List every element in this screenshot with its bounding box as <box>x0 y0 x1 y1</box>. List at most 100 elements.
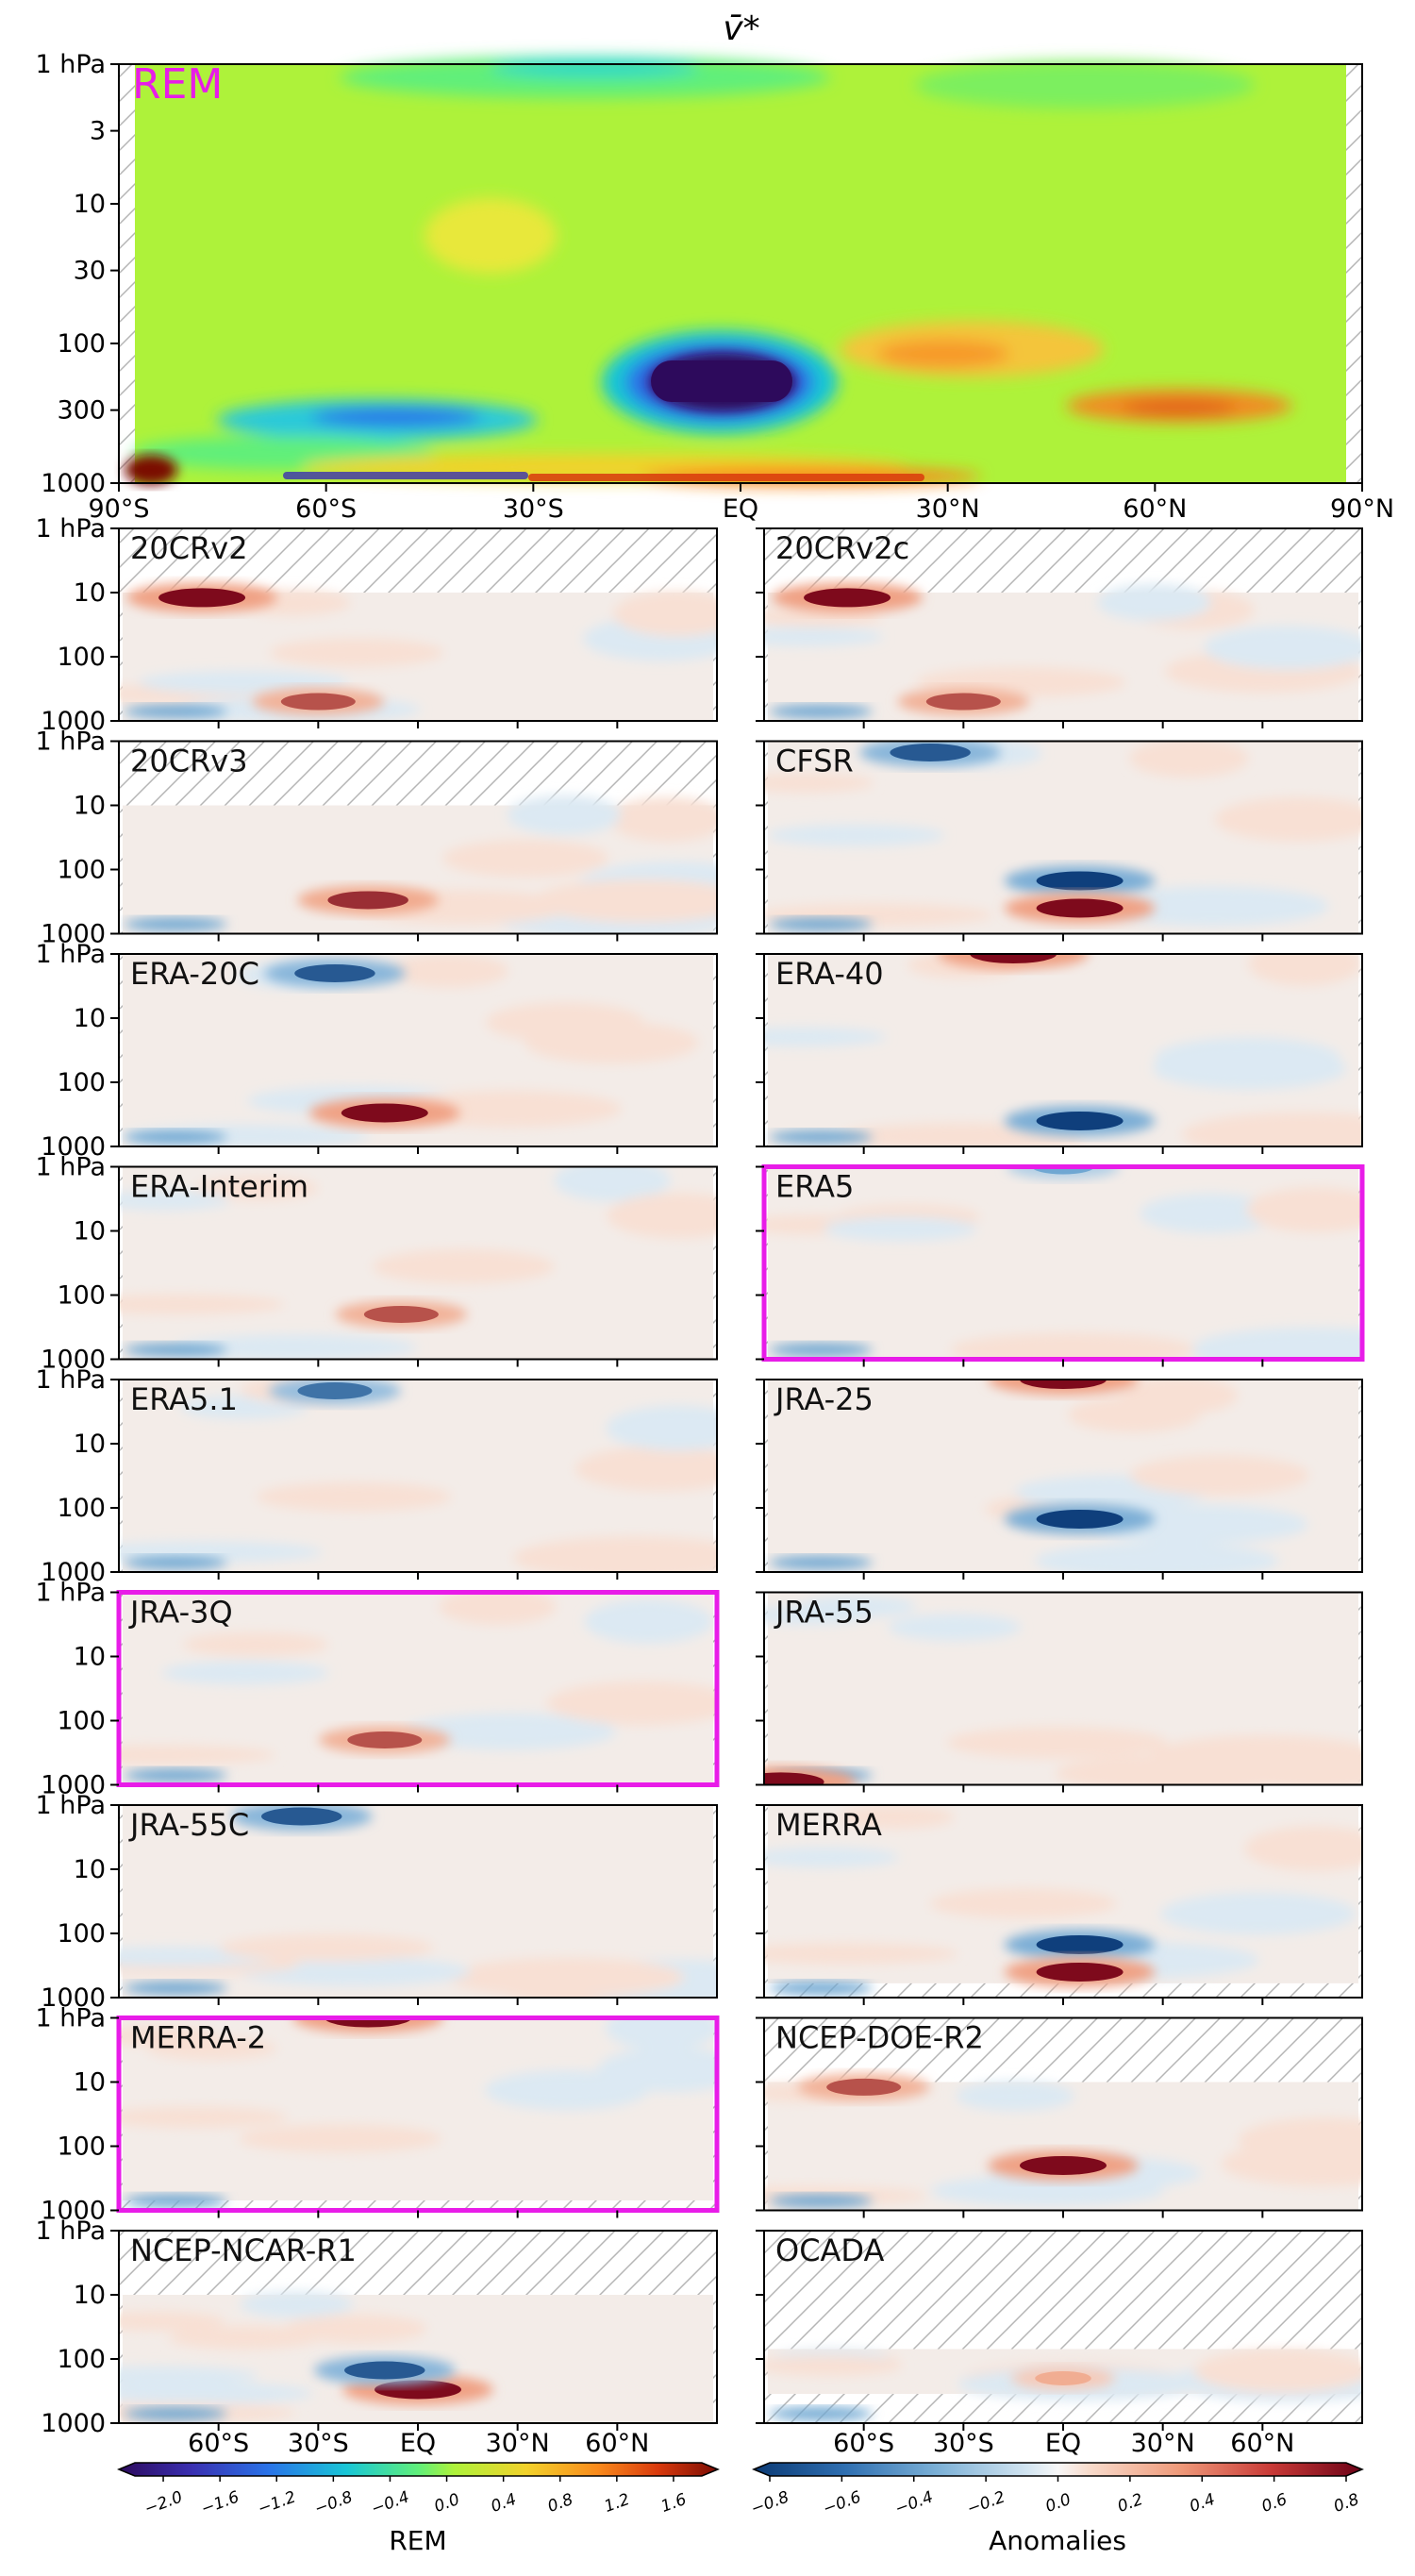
mottle-blob <box>447 1957 685 1998</box>
anomaly-core <box>294 963 375 982</box>
mottle-blob <box>764 1847 900 1868</box>
panel-y-tick-label: 1 hPa <box>36 2004 107 2033</box>
panel-merra-2: MERRA-2 1 hPa 10 100 1000 <box>36 2004 720 2226</box>
panel-y-tick-label: 100 <box>57 1494 106 1523</box>
bottom-lat-label: 30°S <box>288 2429 349 2458</box>
surface-streak <box>124 917 227 931</box>
panel-mottle <box>119 1933 717 1998</box>
mottle-blob <box>764 773 874 793</box>
panel-y-tick-label: 10 <box>74 1643 106 1672</box>
colorbar-tick-label: −0.4 <box>892 2487 936 2518</box>
mottle-blob <box>1204 626 1362 670</box>
mottle-blob <box>119 2382 314 2404</box>
bottom-lat-label: 30°N <box>1131 2429 1195 2458</box>
mottle-blob <box>1129 741 1249 778</box>
panel-y-tick-label: 1000 <box>41 2197 106 2226</box>
anomaly-core <box>804 588 891 608</box>
anomaly-core <box>1020 1380 1107 1389</box>
mottle-blob <box>269 638 444 667</box>
panel-y-tick-label: 10 <box>74 1217 106 1246</box>
mottle-blob <box>764 1605 872 1625</box>
panel-label: JRA-3Q <box>128 1595 233 1631</box>
main-x-tick-label: 90°N <box>1330 494 1394 524</box>
mottle-blob <box>574 1446 717 1492</box>
mottle-blob <box>1035 1542 1279 1572</box>
colorbar-tick-label: 1.2 <box>602 2490 632 2517</box>
panel-y-tick-label: 1 hPa <box>36 1791 107 1820</box>
panel-features <box>797 2073 1139 2181</box>
mottle-blob <box>240 2291 354 2317</box>
colorbar-tick-label: 0.8 <box>545 2490 575 2517</box>
mottle-blob <box>219 1933 435 1962</box>
surface-streak <box>769 1982 873 1995</box>
panel-mottle <box>119 2017 717 2153</box>
panel-features <box>126 582 385 716</box>
surface-streak <box>769 1130 873 1144</box>
colorbar-tick-label: −1.2 <box>256 2487 299 2518</box>
panel-y-tick-label: 1 hPa <box>36 2216 107 2246</box>
main-x-axis: 90°S 60°S 30°S EQ 30°N 60°N 90°N <box>89 483 1394 524</box>
surface-streak <box>124 2407 227 2420</box>
mottle-blob <box>1193 2349 1362 2393</box>
panel-features <box>318 1726 451 1754</box>
mottle-blob <box>119 2026 218 2046</box>
mottle-blob <box>584 1599 713 1644</box>
panel-y-tick-label: 100 <box>57 2345 106 2374</box>
mottle-blob <box>1214 797 1362 842</box>
main-x-tick-label: 30°N <box>916 494 980 524</box>
panel-label: 20CRv2 <box>130 530 248 566</box>
panel-mottle <box>119 1166 717 1360</box>
surface-streak <box>769 2407 873 2420</box>
panel-features <box>938 954 1156 1136</box>
panel-mottle <box>119 1592 717 1765</box>
mottle-blob <box>442 839 608 878</box>
panel-features <box>263 959 460 1129</box>
anomaly-core <box>280 693 356 711</box>
panel-era-interim: ERA-Interim 1 hPa 10 100 1000 <box>36 1153 718 1375</box>
mottle-blob <box>608 796 717 842</box>
panel-label: CFSR <box>775 744 854 779</box>
surface-streak <box>769 1556 873 1569</box>
colorbar-anomalies-ticks: −0.8 −0.6 −0.4 −0.2 0.0 0.2 0.4 0.6 0.8 <box>749 2476 1362 2518</box>
panel-features <box>230 1805 373 1832</box>
panel-ncep-doe-r2: NCEP-DOE-R2 <box>756 2016 1363 2218</box>
colorbar-tick-label: 0.4 <box>1187 2490 1217 2517</box>
surface-streak <box>124 1768 227 1782</box>
nh-upper-trop-orange-core <box>877 340 1009 368</box>
panel-y-tick-label: 100 <box>57 1281 106 1311</box>
mottle-blob <box>929 1888 1117 1919</box>
mottle-blob <box>168 2325 322 2350</box>
panel-y-tick-label: 100 <box>57 1707 106 1736</box>
panel-label: MERRA <box>775 1807 882 1843</box>
mottle-blob <box>1097 886 1329 927</box>
surface-streak <box>124 1130 227 1144</box>
anomaly-core <box>1020 2155 1107 2175</box>
panel-jra-55c: JRA-55C 1 hPa 10 100 1000 <box>36 1791 718 2013</box>
panel-features <box>859 741 1156 924</box>
bottom-lat-label: 60°N <box>1230 2429 1294 2458</box>
anomaly-core <box>341 1103 428 1123</box>
panel-20crv3: 20CRv3 1 hPa 10 100 1000 <box>36 728 718 949</box>
panel-label: ERA-40 <box>775 956 884 992</box>
surface-streak <box>769 705 873 718</box>
mottle-blob <box>531 878 717 923</box>
mottle-blob <box>404 1713 617 1750</box>
colorbar-tick-label: −1.6 <box>199 2487 242 2518</box>
mottle-blob <box>524 1021 699 1064</box>
panel-merra: MERRA <box>756 1804 1363 2005</box>
panel-y-tick-label: 100 <box>57 643 106 672</box>
mottle-blob <box>546 1681 717 1725</box>
panel-y-tick-label: 10 <box>74 2068 106 2098</box>
panel-features <box>1011 2367 1115 2390</box>
nh-stratosphere-green <box>915 61 1255 109</box>
mottle-blob <box>1120 1380 1239 1414</box>
panel-y-tick-label: 10 <box>74 2281 106 2310</box>
panel-y-tick-label: 1 hPa <box>36 940 107 969</box>
main-y-axis: 1 hPa 3 10 30 100 300 1000 <box>36 50 119 498</box>
panel-mottle <box>764 1596 1362 1785</box>
panel-features <box>297 885 440 915</box>
panel-era5-1: ERA5.1 1 hPa 10 100 1000 <box>36 1365 718 1587</box>
panel-y-tick-label: 100 <box>57 2133 106 2162</box>
